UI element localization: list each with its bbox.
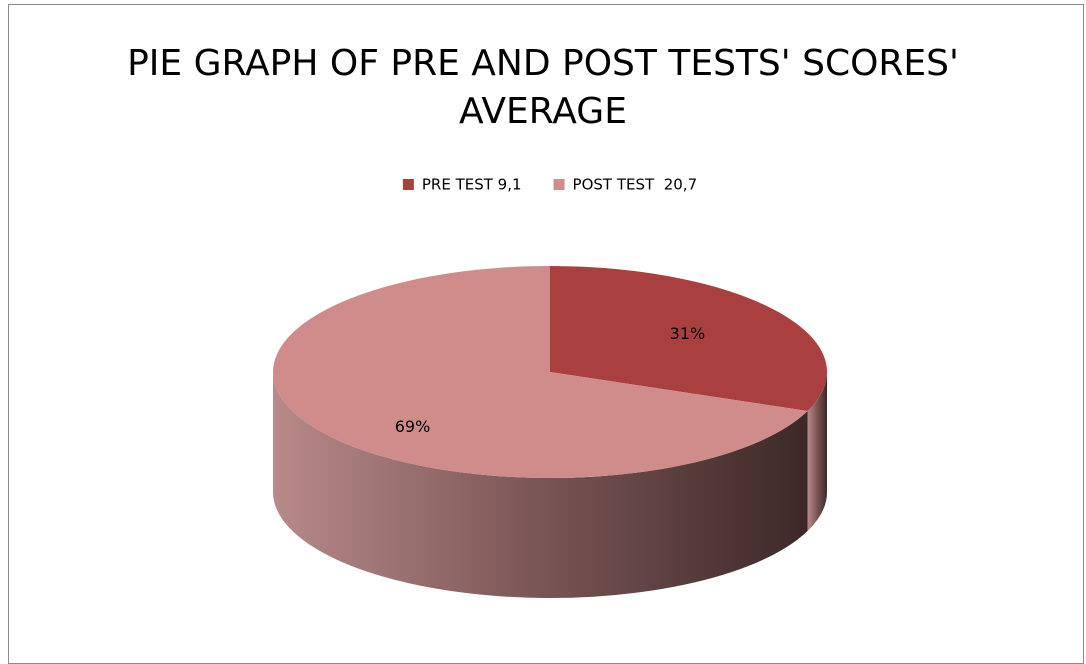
pie-slice xyxy=(273,266,808,478)
pie-slice xyxy=(550,266,827,412)
legend-label: PRE TEST 9,1 xyxy=(422,176,522,194)
legend-swatch xyxy=(553,179,565,190)
data-label: 69% xyxy=(395,417,431,436)
data-label: 31% xyxy=(670,324,706,343)
pie-side xyxy=(807,372,828,532)
chart-title: PIE GRAPH OF PRE AND POST TESTS' SCORES'… xyxy=(127,43,971,132)
legend: PRE TEST 9,1 POST TEST 20,7 xyxy=(402,176,698,194)
legend-swatch xyxy=(402,179,414,190)
legend-label: POST TEST 20,7 xyxy=(573,176,698,194)
pie-side xyxy=(273,372,808,599)
